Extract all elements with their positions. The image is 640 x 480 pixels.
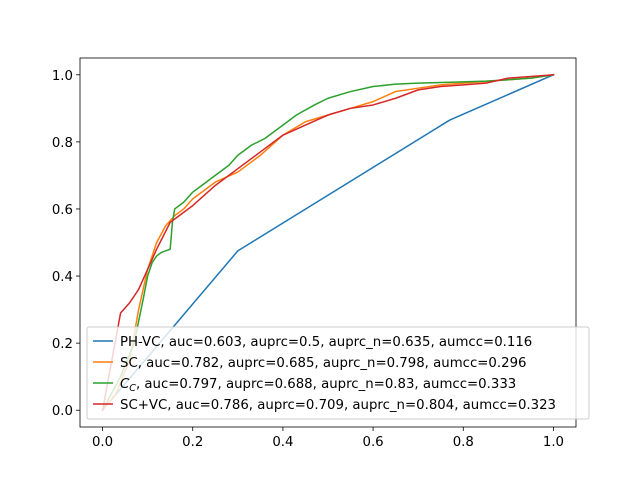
x-axis: 0.0 0.2 0.4 0.6 0.8 1.0 (92, 427, 564, 450)
plot-area-frame (79, 57, 577, 428)
x-tick-label: 1.0 (543, 435, 564, 450)
y-tick-label: 0.6 (52, 203, 73, 218)
legend-label-0: PH-VC, auc=0.603, auprc=0.5, auprc_n=0.6… (120, 335, 532, 350)
x-tick-label: 0.6 (363, 435, 384, 450)
legend-frame (86, 326, 590, 420)
x-tick-label: 0.4 (272, 435, 293, 450)
legend-label-1: SC, auc=0.782, auprc=0.685, auprc_n=0.79… (120, 356, 526, 371)
y-tick-label: 0.2 (52, 337, 73, 352)
legend-label-2: CC, auc=0.797, auprc=0.688, auprc_n=0.83… (120, 377, 516, 394)
y-tick-label: 0.8 (52, 136, 73, 151)
x-tick-label: 0.2 (182, 435, 203, 450)
series-line-3 (101, 73, 555, 412)
y-axis: 0.0 0.2 0.4 0.6 0.8 1.0 (52, 69, 80, 419)
legend-label-3: SC+VC, auc=0.786, auprc=0.709, auprc_n=0… (120, 398, 556, 413)
legend: PH-VC, auc=0.603, auprc=0.5, auprc_n=0.6… (86, 326, 590, 420)
x-tick-label: 0.8 (453, 435, 474, 450)
y-tick-label: 0.4 (52, 270, 73, 285)
x-tick-label: 0.0 (92, 435, 113, 450)
y-tick-label: 0.0 (52, 404, 73, 419)
y-tick-label: 1.0 (52, 69, 73, 84)
series-line-2 (101, 73, 555, 412)
